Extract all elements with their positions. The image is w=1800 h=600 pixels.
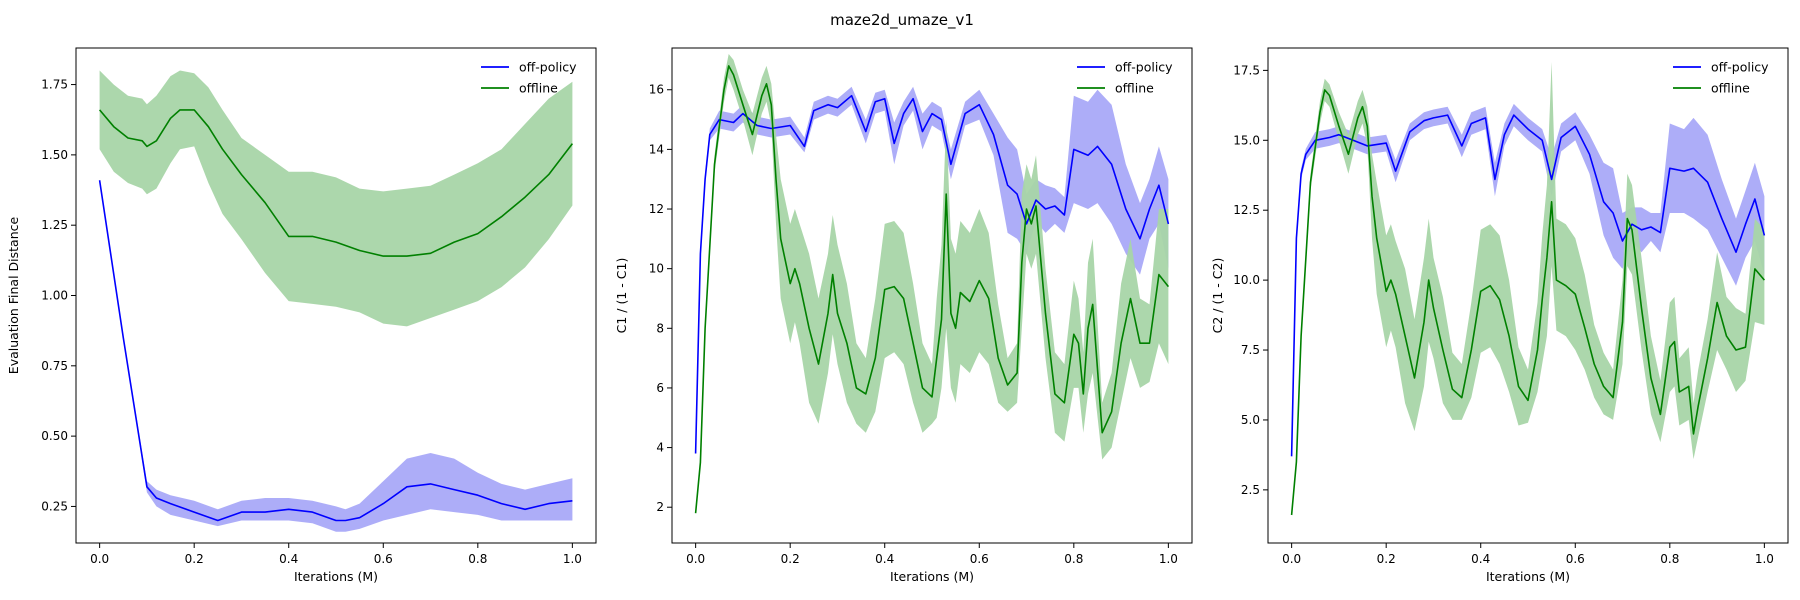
plot-area [98, 70, 574, 532]
x-axis-label: Iterations (M) [294, 569, 378, 584]
y-tick-label: 12 [649, 202, 664, 216]
x-axis-label: Iterations (M) [1486, 569, 1570, 584]
y-axis-label: C1 / (1 - C1) [614, 258, 629, 334]
confidence-band-offline [99, 70, 573, 327]
y-axis-label: C2 / (1 - C2) [1210, 258, 1225, 334]
chart-panel-1: 0.0 0.2 0.4 0.6 0.8 1.0 0.25 0.50 0.75 1.00 1.25 1.… [6, 47, 597, 584]
y-tick-label: 10.0 [1233, 273, 1260, 287]
confidence-band-off-policy [99, 180, 573, 532]
plot-area [1290, 62, 1766, 516]
y-tick-label: 7.5 [1241, 343, 1260, 357]
series-line-off-policy [98, 180, 573, 522]
legend: off-policy offline [1077, 60, 1173, 96]
x-tick-label: 0.8 [1064, 552, 1083, 566]
y-tick-label: 1.25 [41, 218, 68, 232]
x-tick-label: 0.8 [468, 552, 487, 566]
series-line-off-policy [694, 94, 1170, 454]
chart-panel-2: 0.0 0.2 0.4 0.6 0.8 1.0 2 4 6 8 10 12 14 16 Iterations… [614, 47, 1193, 584]
y-tick-label: 4 [656, 441, 664, 455]
series-line-off-policy [1290, 114, 1766, 457]
legend: off-policy offline [1673, 60, 1769, 96]
y-tick-label: 16 [649, 83, 664, 97]
y-tick-label: 1.00 [41, 289, 68, 303]
x-tick-label: 0.2 [185, 552, 204, 566]
chart-panel-3: 0.0 0.2 0.4 0.6 0.8 1.0 2.5 5.0 7.5 10.0 12.5 15.0 1… [1210, 47, 1789, 584]
y-tick-label: 0.25 [41, 499, 68, 513]
x-tick-label: 0.0 [90, 552, 109, 566]
series-line-offline [98, 109, 574, 257]
y-axis-label: Evaluation Final Distance [6, 217, 21, 375]
y-tick-label: 2 [656, 500, 664, 514]
plot-area [694, 54, 1170, 514]
series-line-offline [1290, 89, 1766, 516]
figure-title: maze2d_umaze_v1 [830, 11, 974, 30]
x-tick-label: 0.8 [1660, 552, 1679, 566]
y-tick-label: 1.75 [41, 78, 68, 92]
x-tick-label: 0.4 [1471, 552, 1490, 566]
x-tick-label: 1.0 [1159, 552, 1178, 566]
confidence-band-offline [695, 54, 1169, 514]
x-tick-label: 0.4 [279, 552, 298, 566]
legend-label-offline: offline [519, 81, 558, 96]
legend: off-policy offline [481, 60, 577, 96]
y-tick-label: 5.0 [1241, 413, 1260, 427]
series-line-offline [694, 65, 1170, 514]
legend-label-off-policy: off-policy [519, 60, 577, 75]
x-tick-label: 0.6 [1566, 552, 1585, 566]
legend-label-off-policy: off-policy [1115, 60, 1173, 75]
x-tick-label: 1.0 [1755, 552, 1774, 566]
y-tick-label: 8 [656, 321, 664, 335]
y-tick-label: 15.0 [1233, 133, 1260, 147]
y-tick-label: 0.75 [41, 359, 68, 373]
x-tick-label: 0.2 [781, 552, 800, 566]
y-tick-label: 0.50 [41, 429, 68, 443]
axes-frame [1267, 47, 1789, 544]
y-tick-label: 2.5 [1241, 483, 1260, 497]
x-tick-label: 0.0 [686, 552, 705, 566]
y-tick-label: 6 [656, 381, 664, 395]
y-tick-label: 1.50 [41, 148, 68, 162]
x-tick-label: 0.4 [875, 552, 894, 566]
confidence-band-offline [1291, 62, 1765, 515]
legend-label-offline: offline [1711, 81, 1750, 96]
x-tick-label: 0.0 [1282, 552, 1301, 566]
y-tick-label: 17.5 [1233, 63, 1260, 77]
x-tick-label: 0.6 [970, 552, 989, 566]
x-tick-label: 0.2 [1377, 552, 1396, 566]
legend-label-off-policy: off-policy [1711, 60, 1769, 75]
x-axis-label: Iterations (M) [890, 569, 974, 584]
y-tick-label: 14 [649, 142, 664, 156]
axes-frame [671, 47, 1193, 544]
y-tick-label: 10 [649, 262, 664, 276]
legend-label-offline: offline [1115, 81, 1154, 96]
y-tick-label: 12.5 [1233, 203, 1260, 217]
x-tick-label: 1.0 [563, 552, 582, 566]
x-tick-label: 0.6 [374, 552, 393, 566]
